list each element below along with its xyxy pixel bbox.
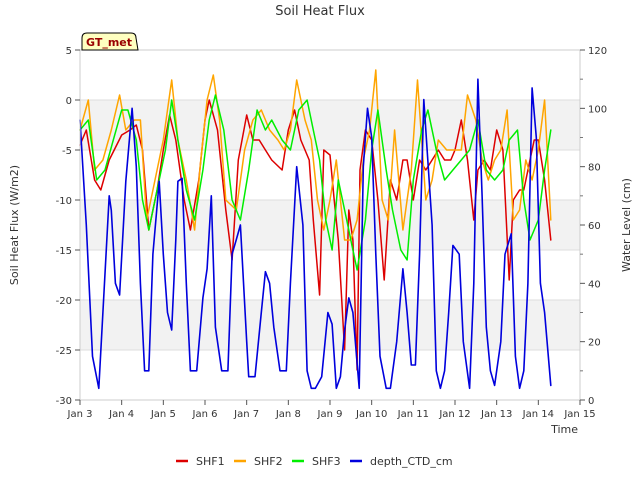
x-tick-label: Jan 8: [275, 409, 301, 420]
chart-title: Soil Heat Flux: [275, 4, 365, 19]
x-axis-label: Time: [550, 423, 578, 436]
y-tick-label: -5: [62, 146, 72, 157]
background-bands: [80, 100, 580, 350]
x-tick-label: Jan 6: [192, 409, 218, 420]
y2-tick-label: 20: [588, 338, 601, 349]
legend-label: depth_CTD_cm: [370, 455, 453, 468]
badge-label: GT_met: [86, 36, 132, 49]
x-tick-label: Jan 3: [67, 409, 93, 420]
x-tick-label: Jan 15: [563, 409, 595, 420]
series-line-shf3: [79, 94, 552, 271]
x-tick-label: Jan 5: [150, 409, 176, 420]
legend: SHF1 SHF2 SHF3 depth_CTD_cm: [176, 455, 453, 468]
gt-met-badge: GT_met: [81, 32, 139, 51]
badge-shape: [81, 32, 139, 51]
y-tick-label: 5: [66, 46, 72, 57]
y-tick-label: -15: [56, 246, 72, 257]
y2-axis-label: Water Level (cm): [620, 178, 633, 272]
y2-tick-label: 80: [588, 163, 601, 174]
x-tick-label: Jan 7: [233, 409, 259, 420]
axes: Jan 3 Jan 4 Jan 5 Jan 6 Jan 7 Jan 8 Jan 9 Jan 1…: [56, 46, 607, 420]
y2-tick-label: 100: [588, 104, 607, 115]
band-shade: [80, 300, 580, 350]
y-tick-label: -25: [56, 346, 72, 357]
series-line-shf1: [79, 99, 552, 371]
y-tick-label: -30: [56, 396, 72, 407]
y-tick-label: -20: [56, 296, 72, 307]
legend-label: SHF1: [196, 455, 225, 468]
x-tick-label: Jan 11: [397, 409, 429, 420]
x-tick-label: Jan 14: [522, 409, 554, 420]
y2-tick-label: 120: [588, 46, 607, 57]
y2-tick-label: 40: [588, 279, 601, 290]
y-tick-label: -10: [56, 196, 72, 207]
x-tick-label: Jan 12: [438, 409, 470, 420]
series-layer: [79, 69, 552, 390]
y-axis-label: Soil Heat Flux (W/m2): [8, 165, 21, 285]
y2-tick-label: 0: [588, 396, 594, 407]
legend-label: SHF3: [312, 455, 341, 468]
x-tick-label: Jan 10: [355, 409, 387, 420]
x-tick-label: Jan 4: [108, 409, 134, 420]
legend-label: SHF2: [254, 455, 283, 468]
x-tick-label: Jan 13: [480, 409, 512, 420]
y2-tick-label: 60: [588, 221, 601, 232]
series-line-depth-ctd-cm: [79, 78, 552, 390]
y-tick-label: 0: [66, 96, 72, 107]
x-tick-label: Jan 9: [317, 409, 343, 420]
